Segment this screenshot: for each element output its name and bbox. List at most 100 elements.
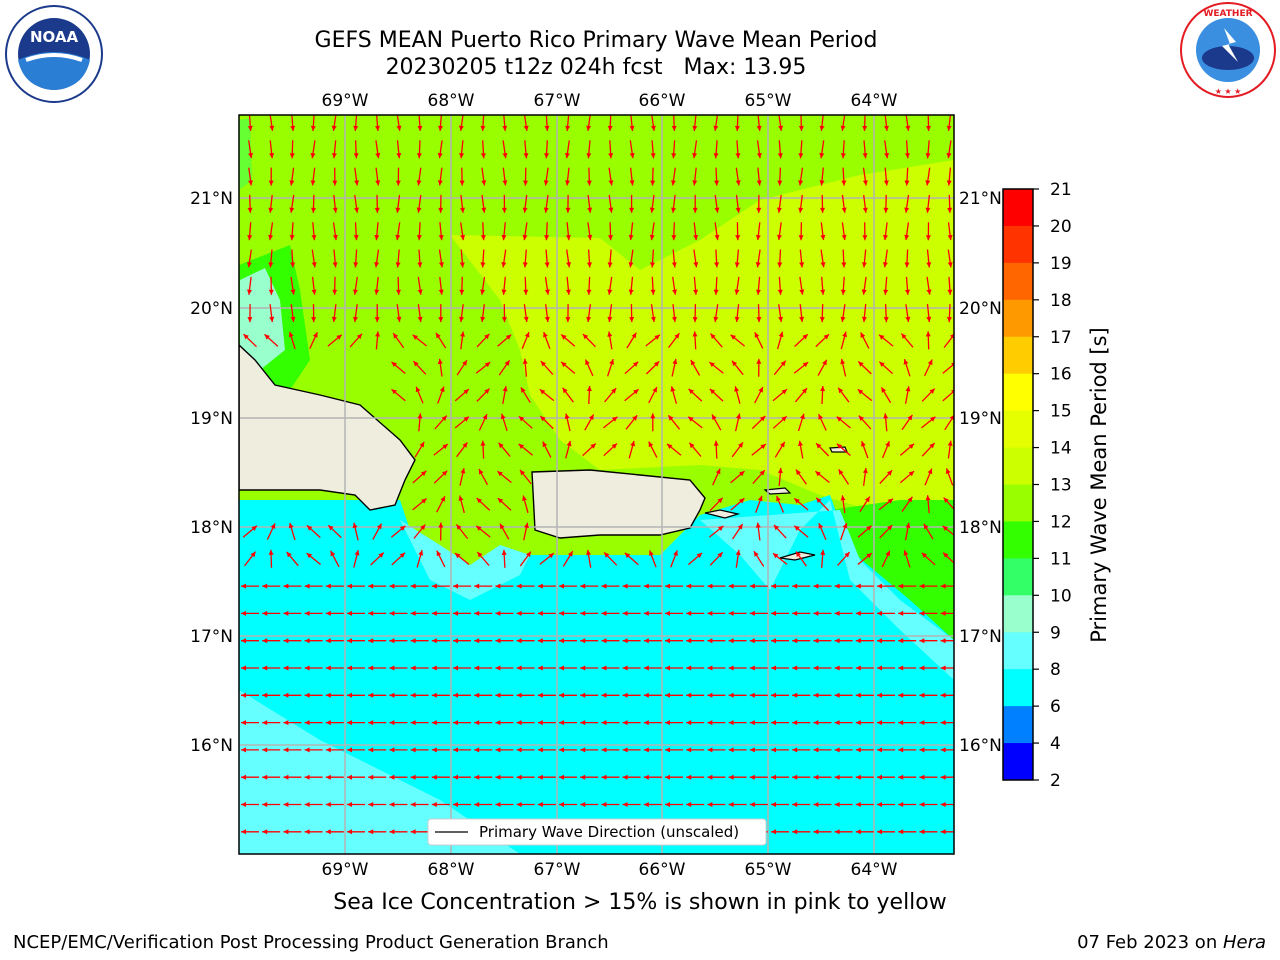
arrow-head bbox=[887, 498, 893, 504]
arrow-head bbox=[629, 152, 635, 159]
arrow-head bbox=[290, 125, 296, 131]
arrow-head bbox=[650, 153, 656, 159]
arrow-head bbox=[649, 550, 654, 556]
arrow-head bbox=[520, 469, 525, 476]
arrow-head bbox=[417, 262, 423, 268]
arrow-head bbox=[566, 440, 572, 447]
arrow-head bbox=[879, 334, 885, 340]
arrow-head bbox=[516, 720, 522, 726]
arrow-head bbox=[925, 180, 931, 186]
arrow-head bbox=[855, 638, 861, 644]
arrow-head bbox=[650, 289, 656, 295]
arrow-head bbox=[778, 331, 784, 338]
arrow-head bbox=[898, 720, 904, 726]
arrow-head bbox=[754, 332, 760, 338]
arrow-head bbox=[251, 525, 257, 531]
arrow-head bbox=[310, 152, 316, 159]
arrow-head bbox=[840, 125, 846, 131]
arrow-head bbox=[771, 610, 776, 616]
arrow-head bbox=[862, 125, 868, 131]
arrow-head bbox=[622, 802, 628, 807]
arrow-head bbox=[389, 747, 395, 753]
arrow-head bbox=[692, 331, 698, 337]
arrow-head bbox=[813, 665, 819, 671]
arrow-head bbox=[495, 665, 501, 671]
arrow-head bbox=[777, 207, 782, 213]
arrow-head bbox=[665, 692, 670, 698]
arrow-head bbox=[453, 610, 458, 616]
arrow-head bbox=[537, 774, 543, 780]
arrow-head bbox=[686, 583, 692, 589]
arrow-head bbox=[643, 665, 649, 671]
arrow-head bbox=[480, 262, 486, 268]
colorbar-segment bbox=[1003, 558, 1033, 596]
arrow-head bbox=[777, 262, 783, 268]
arrow-head bbox=[347, 829, 352, 835]
arrow-head bbox=[544, 262, 550, 268]
arrow-head bbox=[840, 495, 846, 501]
lat-label: 16°N bbox=[959, 736, 1002, 756]
arrow-head bbox=[881, 387, 887, 393]
arrow-head bbox=[858, 415, 864, 421]
arrow-head bbox=[586, 316, 592, 322]
arrow-head bbox=[712, 414, 717, 420]
arrow-head bbox=[780, 360, 786, 367]
arrow-head bbox=[500, 523, 505, 530]
arrow-head bbox=[771, 692, 776, 698]
colorbar-label: Primary Wave Mean Period [s] bbox=[1087, 327, 1111, 643]
arrow-head bbox=[923, 523, 929, 530]
arrow-head bbox=[629, 317, 635, 323]
arrow-head bbox=[840, 358, 846, 365]
arrow-head bbox=[707, 720, 713, 726]
arrow-head bbox=[375, 152, 381, 159]
arrow-head bbox=[794, 498, 800, 504]
arrow-head bbox=[262, 665, 268, 671]
arrow-head bbox=[559, 610, 564, 616]
lon-label: 64°W bbox=[851, 91, 898, 111]
colorbar-tick-label: 6 bbox=[1050, 697, 1061, 717]
arrow-head bbox=[882, 262, 888, 268]
arrow-head bbox=[607, 262, 613, 268]
colorbar-tick-label: 18 bbox=[1050, 291, 1072, 311]
arrow-head bbox=[773, 553, 779, 559]
lon-label: 69°W bbox=[322, 91, 369, 111]
arrow-head bbox=[453, 747, 458, 753]
arrow-head bbox=[737, 524, 743, 530]
arrow-head bbox=[289, 235, 295, 241]
arrow-head bbox=[325, 638, 331, 644]
arrow-head bbox=[925, 235, 931, 241]
arrow-head bbox=[416, 235, 422, 241]
arrow-head bbox=[396, 153, 402, 159]
arrow-head bbox=[389, 802, 395, 807]
arrow-head bbox=[586, 153, 592, 159]
lat-label: 17°N bbox=[959, 627, 1002, 647]
colorbar-tick-label: 4 bbox=[1050, 734, 1061, 754]
lon-label: 69°W bbox=[322, 860, 369, 880]
footer-host: Hera bbox=[1222, 932, 1266, 953]
arrow-head bbox=[877, 665, 882, 671]
arrow-head bbox=[819, 180, 825, 186]
arrow-head bbox=[903, 550, 909, 556]
arrow-head bbox=[622, 610, 628, 616]
arrow-head bbox=[947, 440, 953, 446]
arrow-head bbox=[495, 638, 501, 644]
colorbar-tick-label: 21 bbox=[1050, 180, 1072, 200]
arrow-head bbox=[771, 665, 776, 671]
arrow-head bbox=[431, 802, 437, 807]
arrow-head bbox=[290, 316, 296, 322]
arrow-head bbox=[759, 416, 766, 422]
arrow-head bbox=[707, 774, 713, 780]
arrow-head bbox=[516, 610, 522, 616]
map-title: GEFS MEAN Puerto Rico Primary Wave Mean … bbox=[314, 28, 878, 53]
arrow-head bbox=[516, 665, 522, 671]
arrow-head bbox=[601, 638, 607, 644]
arrow-head bbox=[908, 471, 915, 477]
arrow-head bbox=[813, 610, 819, 616]
colorbar-tick-label: 9 bbox=[1050, 623, 1061, 643]
arrow-head bbox=[306, 525, 313, 531]
arrow-head bbox=[437, 358, 443, 365]
arrow-head bbox=[877, 610, 882, 616]
arrow-head bbox=[522, 234, 528, 241]
footer-date-text: 07 Feb 2023 on bbox=[1077, 932, 1223, 953]
arrow-head bbox=[601, 583, 607, 589]
